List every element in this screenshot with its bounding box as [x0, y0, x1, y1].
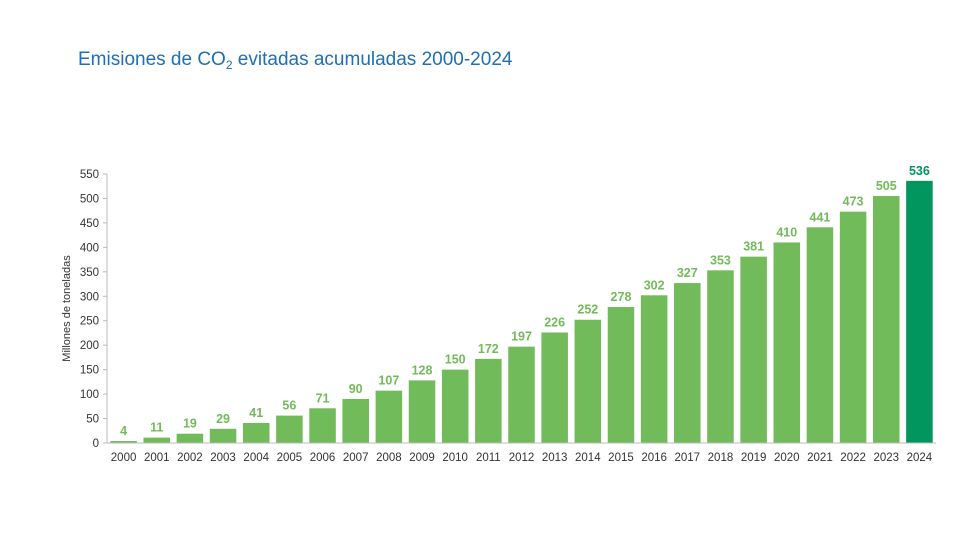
data-label: 302: [644, 278, 665, 292]
x-tick-label: 2009: [409, 452, 435, 464]
data-label: 71: [316, 391, 330, 405]
x-tick-label: 2020: [774, 452, 800, 464]
y-tick-label: 450: [80, 218, 99, 230]
x-tick-label: 2014: [575, 452, 601, 464]
bar: [309, 408, 336, 443]
data-label: 473: [843, 195, 864, 209]
data-label: 278: [611, 290, 632, 304]
bar: [276, 415, 303, 443]
data-label: 441: [810, 210, 831, 224]
y-tick-label: 200: [80, 340, 99, 352]
bar: [375, 390, 403, 443]
bar: [674, 283, 701, 443]
y-tick-label: 50: [86, 414, 99, 426]
data-label: 197: [511, 330, 532, 344]
y-tick-label: 150: [80, 365, 99, 377]
x-tick-label: 2008: [376, 452, 402, 464]
y-tick-label: 250: [80, 316, 99, 328]
data-label: 41: [249, 406, 263, 420]
x-tick-label: 2003: [210, 452, 236, 464]
data-label: 505: [876, 179, 897, 193]
data-label: 410: [776, 225, 797, 239]
bar: [872, 196, 900, 443]
bar: [143, 437, 171, 443]
bar: [408, 380, 436, 443]
x-tick-label: 2006: [310, 452, 336, 464]
y-tick-label: 300: [80, 291, 99, 303]
x-tick-label: 2013: [542, 452, 568, 464]
bar: [475, 358, 502, 443]
bar: [640, 295, 668, 443]
y-tick-label: 550: [80, 169, 99, 181]
data-label: 353: [710, 253, 731, 267]
bar: [508, 346, 535, 443]
data-label: 56: [282, 399, 296, 413]
bar: [574, 319, 602, 443]
bar: [242, 422, 270, 443]
y-tick-label: 350: [80, 267, 99, 279]
chart-title-suffix: evitadas acumuladas 2000-2024: [232, 49, 513, 70]
x-tick-label: 2001: [144, 452, 170, 464]
y-tick-label: 100: [80, 389, 99, 401]
data-label: 29: [216, 412, 230, 426]
bar: [441, 369, 469, 443]
x-tick-label: 2010: [442, 452, 468, 464]
bar: [607, 307, 635, 443]
y-axis: 0 50 100 150 200 250 300 350 400 450 500 550: [80, 169, 108, 450]
data-label: 536: [909, 164, 930, 178]
x-tick-label: 2015: [608, 452, 634, 464]
data-label: 150: [445, 353, 466, 367]
bar: [806, 227, 834, 443]
chart-title-subscript: 2: [225, 58, 233, 72]
data-label: 4: [120, 424, 127, 438]
data-label: 327: [677, 266, 698, 280]
y-tick-label: 500: [80, 193, 99, 205]
data-label: 252: [577, 303, 598, 317]
chart-title-prefix: Emisiones de CO: [78, 49, 226, 70]
y-tick-label: 0: [93, 438, 99, 450]
data-label: 19: [183, 417, 197, 431]
x-axis: 2000 2001 2002 2003 2004 2005 2006 2007 2008 2009…: [107, 442, 936, 464]
data-label: 128: [412, 363, 433, 377]
data-label: 172: [478, 342, 499, 356]
data-label: 90: [349, 382, 363, 396]
bars: [110, 180, 933, 443]
x-tick-label: 2012: [509, 452, 535, 464]
bar: [906, 180, 933, 443]
x-tick-label: 2005: [277, 452, 303, 464]
x-tick-label: 2021: [807, 452, 833, 464]
data-label: 107: [378, 374, 399, 388]
x-tick-label: 2002: [177, 452, 203, 464]
x-tick-label: 2007: [343, 452, 369, 464]
chart-title: Emisiones de CO2 evitadas acumuladas 200…: [78, 49, 512, 71]
x-tick-label: 2011: [476, 452, 501, 464]
x-tick-label: 2022: [840, 452, 866, 464]
bar: [740, 256, 767, 443]
x-tick-label: 2019: [741, 452, 767, 464]
x-tick-label: 2004: [243, 452, 269, 464]
bar: [707, 270, 734, 443]
bar: [839, 211, 867, 443]
x-tick-label: 2023: [873, 452, 899, 464]
data-label: 381: [743, 240, 764, 254]
bar: [342, 398, 369, 443]
y-tick-label: 400: [80, 242, 99, 254]
data-labels: 4 11 19 29 41 56 71 90 107 128 150 172 197 226 252 278 3…: [120, 164, 930, 438]
x-tick-label: 2024: [907, 452, 933, 464]
bar: [209, 428, 237, 443]
data-label: 226: [544, 315, 565, 329]
x-tick-label: 2016: [641, 452, 667, 464]
x-tick-label: 2017: [675, 452, 701, 464]
data-label: 11: [150, 421, 163, 435]
bar: [773, 242, 801, 443]
y-axis-title: Millones de toneladas: [61, 255, 73, 362]
bar: [541, 332, 568, 443]
bar: [110, 441, 137, 443]
x-tick-label: 2018: [708, 452, 734, 464]
bar: [176, 433, 204, 443]
x-tick-label: 2000: [111, 452, 137, 464]
